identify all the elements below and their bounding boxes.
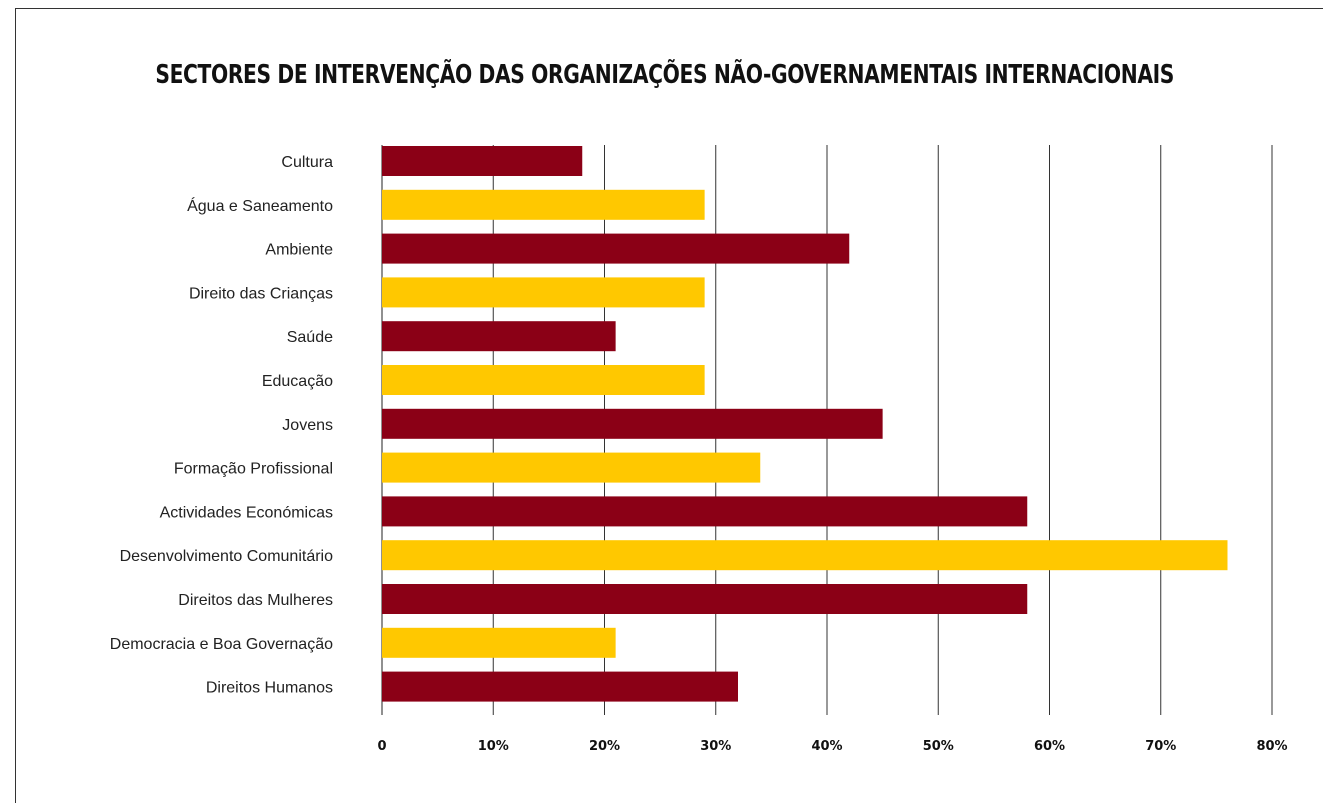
category-label: Formação Profissional (174, 461, 333, 478)
bar (382, 584, 1028, 614)
bar (382, 540, 1228, 571)
x-tick-label: 50% (923, 739, 954, 754)
category-label: Desenvolvimento Comunitário (120, 548, 334, 565)
x-tick-label: 0 (377, 739, 386, 754)
bar (382, 233, 850, 264)
x-tick-label: 70% (1145, 739, 1176, 754)
category-label: Ambiente (265, 242, 333, 259)
x-tick-label: 60% (1034, 739, 1065, 754)
bar (382, 671, 738, 702)
bar (382, 277, 705, 308)
category-label: Água e Saneamento (187, 196, 333, 215)
chart-frame (15, 8, 1323, 803)
bar (382, 146, 583, 176)
x-tick-label: 10% (478, 739, 509, 754)
category-label: Democracia e Boa Governação (110, 636, 333, 653)
x-tick-label: 40% (811, 739, 842, 754)
category-labels: Cultura Água e Saneamento Ambiente Direito … (110, 154, 333, 697)
category-label: Cultura (281, 154, 333, 171)
category-label: Actividades Económicas (160, 504, 333, 521)
category-label: Educação (262, 373, 333, 390)
x-tick-labels: 0 10% 20% 30% 40% 50% 60% 70% 80% (377, 739, 1287, 754)
category-label: Direito das Crianças (189, 285, 333, 302)
category-label: Direitos Humanos (206, 680, 333, 697)
chart-title: SECTORES DE INTERVENÇÃO DAS ORGANIZAÇÕES… (155, 60, 1175, 90)
category-label: Saúde (287, 329, 333, 346)
bar (382, 365, 705, 395)
bars (382, 146, 1228, 702)
category-label: Direitos das Mulheres (178, 592, 333, 609)
bar (382, 452, 761, 483)
bar (382, 496, 1028, 527)
bar (382, 408, 883, 439)
x-tick-label: 30% (700, 739, 731, 754)
bar (382, 189, 705, 220)
x-tick-label: 20% (589, 739, 620, 754)
x-tick-label: 80% (1256, 739, 1287, 754)
bar (382, 627, 616, 658)
bar (382, 321, 616, 352)
category-label: Jovens (282, 417, 333, 434)
